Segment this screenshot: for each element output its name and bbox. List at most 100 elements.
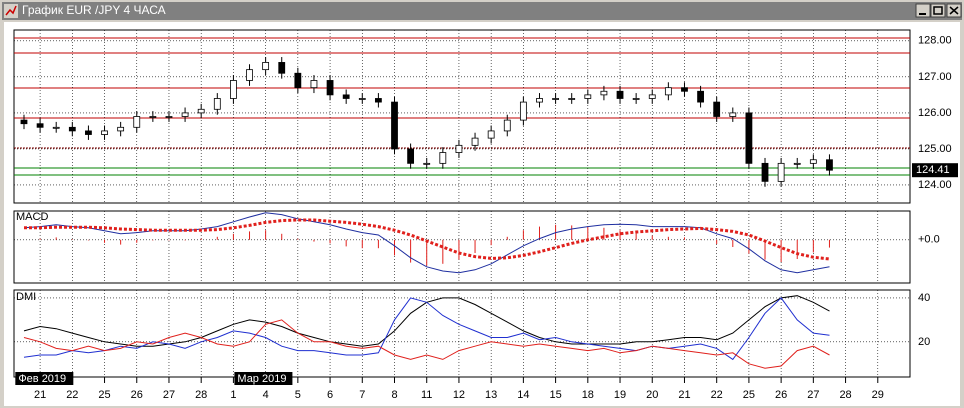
y-tick-label: 125.00: [918, 143, 952, 155]
candle-body: [809, 159, 817, 164]
candle-body: [600, 90, 608, 96]
candle-body: [471, 137, 479, 146]
x-tick-label: 6: [327, 389, 333, 401]
x-tick-label: 28: [839, 389, 851, 401]
x-tick-label: 20: [646, 389, 658, 401]
candle-body: [85, 130, 92, 135]
x-tick-label: 13: [485, 389, 497, 401]
dmi-line: [23, 319, 830, 369]
candle-body: [52, 126, 60, 129]
candle-body: [262, 62, 270, 71]
x-tick-label: 5: [295, 389, 301, 401]
candle-body: [246, 69, 253, 81]
candle-body: [213, 98, 221, 110]
candle-body: [342, 94, 350, 99]
maximize-button[interactable]: [930, 3, 946, 18]
candle-body: [407, 148, 415, 164]
x-tick-label: 18: [582, 389, 594, 401]
candle-body: [374, 98, 382, 103]
candle-body: [713, 101, 721, 117]
last-price-label: 124.41: [916, 164, 950, 176]
y-tick-label: 20: [918, 336, 930, 348]
x-tick-label: 1: [230, 389, 236, 401]
x-tick-label: 25: [98, 389, 110, 401]
candle-body: [36, 123, 44, 128]
candle-body: [536, 98, 543, 103]
candle-body: [326, 80, 334, 96]
candle-body: [20, 119, 28, 125]
candle-body: [423, 162, 431, 165]
candle-body: [358, 98, 366, 100]
candle-body: [632, 98, 640, 100]
y-tick-label: 40: [918, 292, 930, 304]
x-tick-label: 12: [453, 389, 465, 401]
window-title: График EUR /JPY 4 ЧАСА: [22, 3, 166, 17]
x-tick-label: 8: [391, 389, 397, 401]
window-icon-glyph: [5, 5, 17, 16]
x-tick-label: 25: [743, 389, 755, 401]
candle-body: [391, 101, 398, 150]
candle-body: [455, 144, 463, 153]
y-tick-label: 127.00: [918, 71, 952, 83]
x-tick-label: 26: [131, 389, 143, 401]
candle-body: [278, 62, 286, 74]
candle-body: [793, 162, 801, 165]
period-label: Мар 2019: [237, 373, 286, 385]
close-button[interactable]: [946, 3, 962, 18]
candle-body: [181, 112, 189, 117]
macd-title: MACD: [16, 211, 48, 223]
candle-body: [729, 112, 737, 117]
candle-body: [101, 130, 108, 135]
x-tick-label: 4: [263, 389, 269, 401]
candle-body: [648, 94, 656, 99]
candle-body: [584, 94, 592, 99]
candle-body: [681, 87, 688, 92]
x-tick-label: 26: [775, 389, 787, 401]
period-label-box: [234, 372, 293, 385]
x-tick-label: 21: [678, 389, 690, 401]
candle-body: [519, 101, 527, 121]
candle-body: [745, 112, 753, 164]
y-tick-label: 128.00: [918, 35, 952, 47]
x-tick-label: 29: [872, 389, 884, 401]
candle-body: [826, 159, 833, 171]
x-tick-label: 14: [517, 389, 529, 401]
candle-body: [230, 80, 237, 99]
candle-body: [697, 90, 704, 103]
dmi-panel: [13, 289, 911, 378]
candle-body: [664, 87, 672, 96]
candle-body: [133, 116, 141, 128]
x-tick-label: 11: [421, 389, 432, 401]
y-tick-label: 126.00: [918, 107, 952, 119]
candle-body: [552, 98, 559, 100]
candle-body: [294, 72, 302, 89]
last-price-box: [912, 163, 958, 178]
dmi-title: DMI: [16, 291, 36, 303]
candle-body: [761, 162, 769, 182]
period-label-box: [15, 372, 74, 385]
candle-body: [503, 119, 511, 132]
x-tick-label: 22: [711, 389, 723, 401]
candle-body: [777, 162, 785, 182]
dmi-line: [23, 297, 830, 361]
signal-line: [24, 218, 830, 261]
x-tick-label: 15: [549, 389, 561, 401]
candle-body: [616, 90, 624, 99]
x-tick-label: 27: [163, 389, 175, 401]
candle-body: [197, 108, 205, 114]
candle-body: [68, 126, 76, 132]
x-tick-label: 27: [807, 389, 819, 401]
candle-body: [487, 130, 495, 139]
title-bar: [2, 2, 962, 20]
period-label: Фев 2019: [18, 373, 66, 385]
minimize-button[interactable]: [915, 3, 931, 18]
y-tick-label: +0.0: [918, 234, 940, 246]
candle-body: [439, 152, 447, 164]
candle-body: [568, 98, 576, 100]
x-tick-label: 21: [34, 389, 46, 401]
candle-body: [165, 116, 173, 118]
y-tick-label: 124.00: [918, 179, 952, 191]
candle-body: [310, 80, 318, 89]
macd-panel: [13, 210, 911, 284]
